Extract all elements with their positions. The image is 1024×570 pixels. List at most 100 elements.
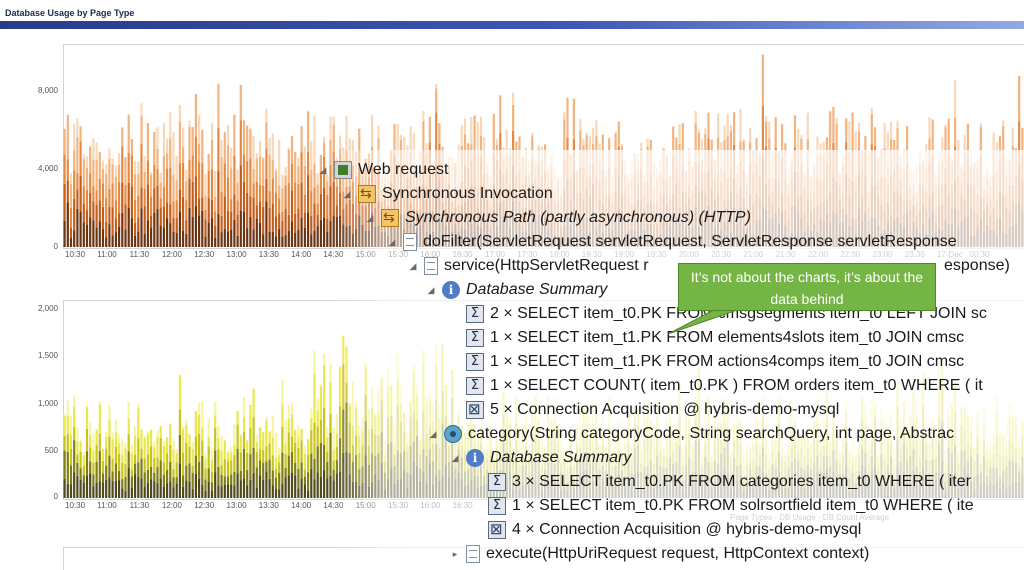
tree-node-sql-5[interactable]: Σ 3 × SELECT item_t0.PK FROM categories … bbox=[488, 470, 971, 494]
bar-segment bbox=[582, 145, 584, 167]
tree-node-dofilter[interactable]: ◢ doFilter(ServletRequest servletRequest… bbox=[387, 230, 957, 254]
tree-node-conn-2[interactable]: 4 × Connection Acquisition @ hybris-demo… bbox=[488, 518, 861, 542]
bar-segment bbox=[621, 146, 623, 161]
bar-segment bbox=[265, 123, 267, 149]
bar-segment bbox=[393, 425, 395, 443]
collapse-arrow-icon[interactable]: ◢ bbox=[408, 261, 418, 272]
bar-segment bbox=[887, 443, 889, 465]
bar-segment bbox=[73, 124, 75, 151]
bar-segment bbox=[560, 176, 562, 195]
bar-segment bbox=[361, 445, 363, 466]
bar-segment bbox=[714, 161, 716, 181]
bar-segment bbox=[736, 174, 738, 192]
bar-segment bbox=[262, 157, 264, 158]
bar-segment bbox=[243, 417, 245, 432]
bar-segment bbox=[589, 163, 591, 177]
bar-segment bbox=[288, 432, 290, 455]
bar-segment bbox=[301, 462, 303, 479]
bar-segment bbox=[964, 135, 966, 151]
collapse-arrow-icon[interactable]: ◢ bbox=[426, 285, 436, 296]
bar-segment bbox=[765, 121, 767, 146]
collapse-arrow-icon[interactable]: ◢ bbox=[342, 189, 352, 200]
bar-segment bbox=[900, 178, 902, 194]
bar-segment bbox=[903, 443, 905, 473]
bar-segment bbox=[890, 139, 892, 175]
bar-segment bbox=[371, 386, 373, 408]
bar-segment bbox=[1002, 120, 1004, 126]
bar-segment bbox=[723, 126, 725, 141]
bar-segment bbox=[198, 415, 200, 434]
tree-node-sync-invocation[interactable]: ◢ Synchronous Invocation bbox=[342, 182, 553, 206]
tree-node-web-request[interactable]: ◢ Web request bbox=[318, 158, 448, 182]
bar-segment bbox=[221, 465, 223, 475]
bar-segment bbox=[160, 173, 162, 183]
tree-node-sql-4[interactable]: Σ 1 × SELECT COUNT( item_t0.PK ) FROM or… bbox=[466, 374, 983, 398]
tree-node-conn-1[interactable]: 5 × Connection Acquisition @ hybris-demo… bbox=[466, 398, 839, 422]
bar-segment bbox=[86, 156, 88, 167]
bar-segment bbox=[422, 411, 424, 449]
bar-segment bbox=[1018, 76, 1020, 121]
bar-segment bbox=[864, 404, 866, 418]
bar-segment bbox=[877, 181, 879, 198]
tree-node-sql-6[interactable]: Σ 1 × SELECT item_t0.PK FROM solrsortfie… bbox=[488, 494, 974, 518]
bar-segment bbox=[115, 218, 117, 232]
bar-segment bbox=[67, 452, 69, 484]
bar-segment bbox=[727, 114, 729, 136]
bar-segment bbox=[960, 425, 962, 451]
bar-segment bbox=[99, 434, 101, 451]
tree-node-db-summary-2[interactable]: ◢ i Database Summary bbox=[450, 446, 631, 470]
bar-segment bbox=[240, 435, 242, 452]
bar-segment bbox=[855, 131, 857, 175]
collapse-arrow-icon[interactable]: ◢ bbox=[365, 213, 375, 224]
tree-node-category[interactable]: ◢ category(String categoryCode, String s… bbox=[428, 422, 954, 446]
collapse-arrow-icon[interactable]: ◢ bbox=[318, 165, 328, 176]
bar-segment bbox=[227, 125, 229, 145]
bar-segment bbox=[797, 151, 799, 172]
tree-node-sql-3[interactable]: Σ 1 × SELECT item_t1.PK FROM actions4com… bbox=[466, 350, 964, 374]
bar-segment bbox=[204, 220, 206, 237]
bar-segment bbox=[163, 487, 165, 498]
bar-segment bbox=[599, 159, 601, 182]
collapse-arrow-icon[interactable]: ◢ bbox=[428, 429, 438, 440]
bar-segment bbox=[172, 232, 174, 247]
bar-segment bbox=[291, 415, 293, 437]
bar-segment bbox=[538, 145, 540, 149]
bar-segment bbox=[960, 407, 962, 425]
bar-segment bbox=[804, 172, 806, 177]
bar-segment bbox=[137, 196, 139, 218]
bar-segment bbox=[877, 159, 879, 181]
bar-segment bbox=[365, 231, 367, 247]
tree-node-sql-2[interactable]: Σ 1 × SELECT item_t1.PK FROM elements4sl… bbox=[466, 326, 964, 350]
bar-segment bbox=[118, 227, 120, 247]
bar-segment bbox=[294, 152, 296, 182]
bar-segment bbox=[166, 169, 168, 202]
bar-segment bbox=[698, 130, 700, 133]
bar-segment bbox=[996, 397, 998, 412]
bar-segment bbox=[310, 418, 312, 430]
bar-segment bbox=[259, 157, 261, 185]
collapse-arrow-icon[interactable]: ◢ bbox=[387, 237, 397, 248]
bar-segment bbox=[288, 215, 290, 231]
tree-node-db-summary-1[interactable]: ◢ i Database Summary bbox=[426, 278, 607, 302]
bar-segment bbox=[96, 205, 98, 228]
bar-segment bbox=[435, 88, 437, 112]
bar-segment bbox=[208, 469, 210, 482]
bar-segment bbox=[67, 115, 69, 160]
bar-segment bbox=[957, 453, 959, 464]
bar-segment bbox=[903, 149, 905, 169]
bar-segment bbox=[377, 125, 379, 138]
bar-segment bbox=[512, 93, 514, 105]
bar-segment bbox=[326, 182, 328, 195]
bar-segment bbox=[294, 430, 296, 431]
bar-segment bbox=[640, 142, 642, 149]
collapse-arrow-icon[interactable]: ◢ bbox=[450, 453, 460, 464]
bar-segment bbox=[278, 455, 280, 463]
bar-segment bbox=[621, 144, 623, 147]
tree-node-service[interactable]: ◢ service(HttpServletRequest r bbox=[408, 254, 649, 278]
bar-segment bbox=[147, 434, 149, 454]
expand-arrow-icon[interactable]: ▸ bbox=[450, 549, 460, 560]
tree-node-execute[interactable]: ▸ execute(HttpUriRequest request, HttpCo… bbox=[450, 542, 869, 566]
tree-node-sync-path[interactable]: ◢ Synchronous Path (partly asynchronous)… bbox=[365, 206, 751, 230]
bar-segment bbox=[80, 480, 82, 498]
bar-segment bbox=[329, 221, 331, 247]
